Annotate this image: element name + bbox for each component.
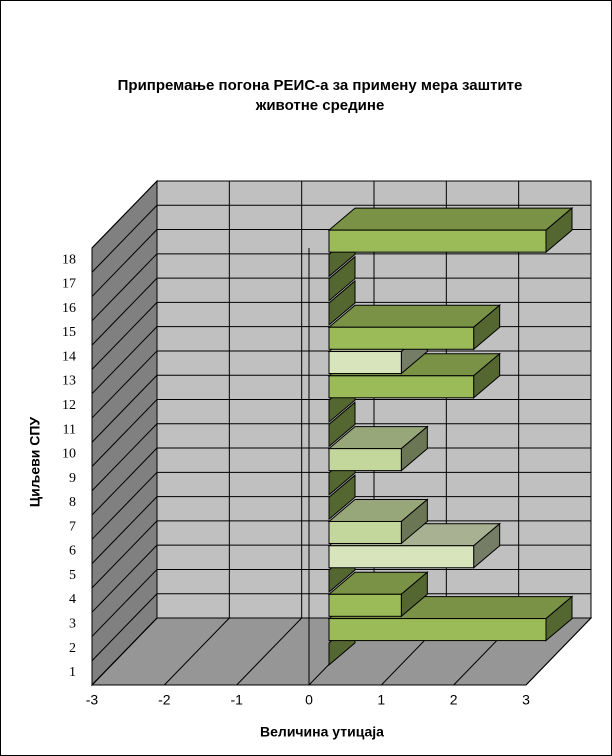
y-tick-label: 7	[69, 519, 76, 534]
y-tick-label: 17	[62, 277, 76, 292]
bar-side	[328, 255, 356, 302]
y-tick-label: 15	[62, 325, 76, 340]
y-tick-label: 12	[62, 398, 76, 413]
x-axis-label: Величина утицаја	[260, 724, 384, 740]
x-tick-label: -1	[230, 692, 243, 708]
bar	[328, 326, 475, 350]
grid-line	[91, 181, 158, 686]
y-tick-label: 5	[69, 568, 76, 583]
bar-side	[328, 401, 356, 448]
grid-line	[236, 181, 303, 686]
bar	[328, 593, 402, 617]
y-tick-label: 2	[69, 641, 76, 656]
bar	[328, 351, 402, 375]
y-tick-label: 11	[63, 422, 76, 437]
bar	[328, 375, 475, 399]
x-tick-label: 1	[377, 692, 385, 708]
x-tick-label: -2	[158, 692, 171, 708]
bar	[328, 618, 547, 642]
y-tick-label: 3	[69, 617, 76, 632]
bar	[328, 545, 475, 569]
y-tick-label: 18	[62, 252, 76, 267]
y-axis-label: Циљеви СПУ	[27, 417, 43, 507]
bar	[328, 520, 402, 544]
grid-line	[163, 181, 230, 686]
bar-side	[328, 474, 356, 521]
x-tick-label: -3	[86, 692, 99, 708]
y-tick-label: 8	[69, 495, 76, 510]
bar-top	[327, 207, 574, 231]
chart-title: Припремање погона РЕИС-а за примену мера…	[117, 77, 523, 114]
y-tick-label: 13	[62, 374, 76, 389]
y-tick-label: 16	[62, 301, 76, 316]
x-tick-label: 0	[305, 692, 313, 708]
y-tick-label: 6	[69, 544, 76, 559]
bar-side	[328, 279, 356, 327]
bar	[328, 229, 547, 253]
y-tick-label: 4	[69, 592, 76, 607]
y-tick-label: 9	[69, 471, 76, 486]
grid-line	[525, 181, 592, 686]
bar	[328, 448, 402, 472]
x-tick-label: 2	[450, 692, 458, 708]
y-tick-label: 14	[62, 349, 76, 364]
x-tick-label: 3	[522, 692, 530, 708]
bar-top	[327, 304, 502, 328]
y-tick-label: 10	[62, 447, 76, 462]
y-tick-label: 1	[69, 665, 76, 680]
